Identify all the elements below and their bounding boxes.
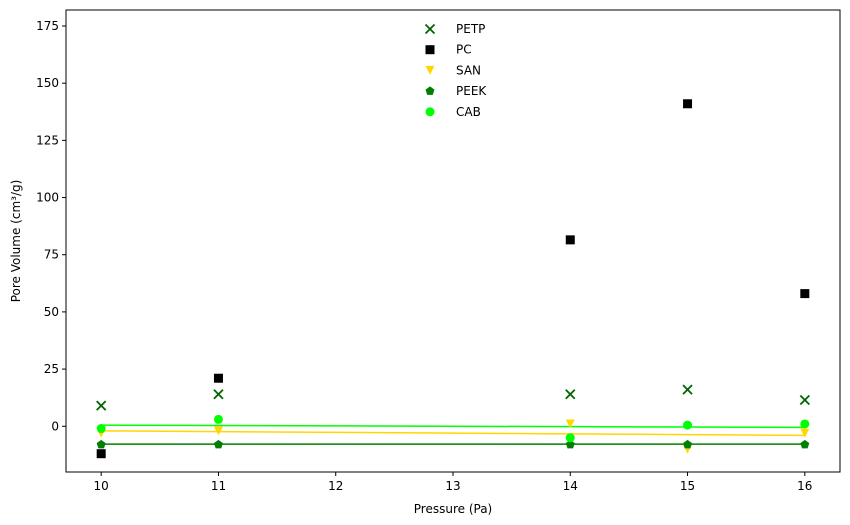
y-axis-label: Pore Volume (cm³/g): [9, 180, 23, 303]
san-point: [800, 428, 810, 438]
pc-point: [565, 235, 575, 245]
petp-point: [682, 384, 693, 395]
peek-point: [800, 439, 810, 449]
x-tick-label: 12: [328, 479, 343, 493]
x-tick-label: 11: [211, 479, 226, 493]
legend-item-san: SAN: [425, 63, 481, 77]
cab-point: [683, 420, 693, 430]
petp-point: [96, 400, 107, 411]
legend: PETP PC SAN PEEK CAB: [424, 22, 487, 119]
y-tick-label: 50: [44, 305, 59, 319]
legend-label: PETP: [456, 22, 485, 36]
peek-point: [213, 439, 223, 449]
petp-point: [799, 394, 810, 406]
pc-point: [800, 289, 810, 299]
pc-point: [683, 99, 693, 109]
legend-item-pc: PC: [425, 43, 472, 57]
legend-item-petp: PETP: [424, 22, 485, 36]
san-point: [213, 426, 223, 436]
san-point: [565, 419, 575, 429]
legend-marker-petp: [424, 23, 436, 35]
petp-point: [213, 389, 224, 400]
legend-label: SAN: [456, 63, 481, 77]
y-tick-label: 75: [44, 248, 59, 262]
pc-point: [213, 373, 223, 383]
y-tick-label: 125: [36, 133, 59, 147]
x-tick-label: 15: [680, 479, 695, 493]
legend-marker-peek: [425, 86, 435, 95]
y-tick-label: 0: [51, 419, 59, 433]
x-tick-label: 16: [797, 479, 812, 493]
cab-point: [800, 419, 810, 429]
peek-point: [683, 439, 693, 449]
legend-label: PEEK: [456, 84, 487, 98]
y-tick-label: 100: [36, 191, 59, 205]
legend-label: PC: [456, 43, 472, 57]
legend-marker-cab: [425, 107, 435, 117]
y-tick-label: 150: [36, 76, 59, 90]
legend-marker-san: [425, 65, 435, 75]
peek-point: [565, 439, 575, 449]
peek-point: [96, 439, 106, 449]
petp-point: [565, 389, 576, 400]
x-tick-label: 10: [94, 479, 109, 493]
legend-label: CAB: [456, 105, 481, 119]
legend-marker-pc: [425, 45, 435, 55]
cab-point: [96, 424, 106, 434]
x-tick-label: 13: [445, 479, 460, 493]
x-tick-label: 14: [563, 479, 578, 493]
cab-point: [565, 433, 575, 443]
y-tick-label: 175: [36, 19, 59, 33]
y-tick-label: 25: [44, 362, 59, 376]
legend-item-peek: PEEK: [425, 84, 487, 98]
x-axis-label: Pressure (Pa): [414, 502, 492, 516]
pc-point: [96, 449, 106, 459]
legend-item-cab: CAB: [425, 105, 481, 119]
cab-point: [213, 414, 223, 424]
